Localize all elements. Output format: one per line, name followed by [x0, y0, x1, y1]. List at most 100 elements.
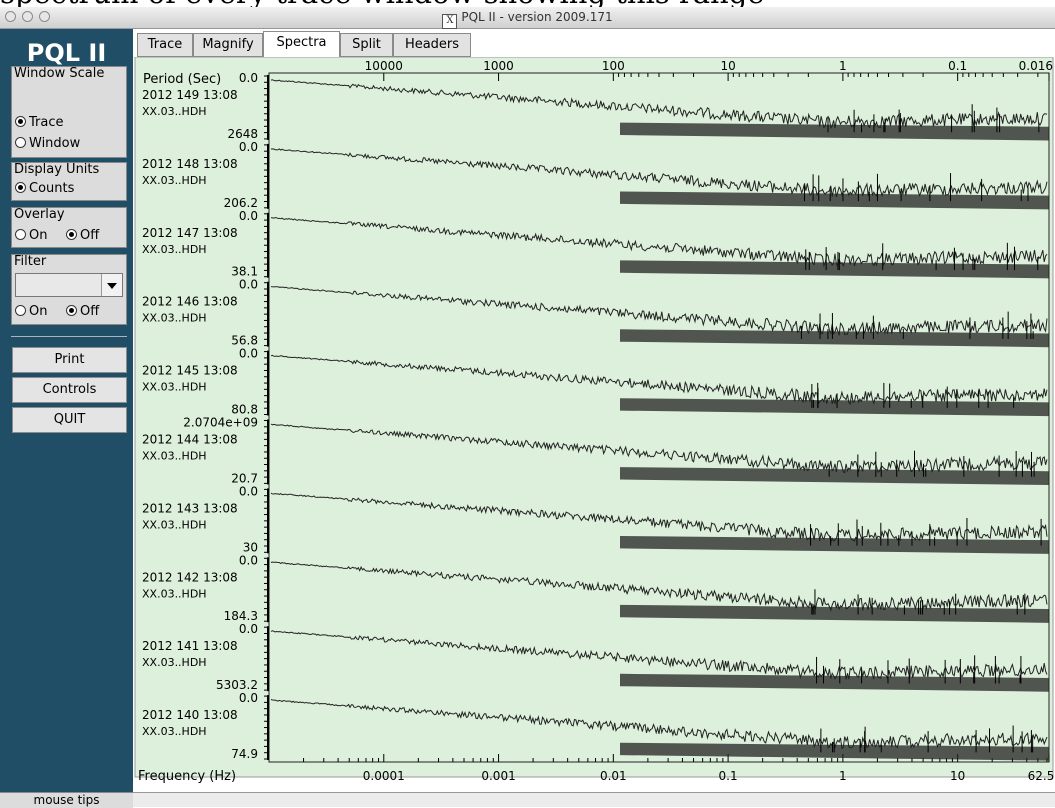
trace-top-value: 0.0	[239, 278, 258, 292]
frequency-tick-label: 10	[950, 769, 965, 783]
radio-label: Counts	[29, 181, 75, 196]
zoom-window-icon[interactable]	[39, 11, 50, 22]
trace-date: 2012 149 13:08	[142, 88, 238, 102]
trace-bottom-value: 38.1	[231, 265, 258, 279]
period-tick-label: 1	[839, 59, 847, 73]
period-tick-label: 1000	[483, 59, 514, 73]
frequency-tick-label: 0.0001	[363, 769, 405, 783]
mouse-tips-button[interactable]: mouse tips	[0, 792, 133, 808]
trace-channel: XX.03..HDH	[142, 312, 207, 325]
trace-date: 2012 142 13:08	[142, 570, 238, 584]
trace-bottom-value: 80.8	[231, 403, 258, 417]
radio-selected-icon	[15, 182, 26, 193]
plot-background	[134, 56, 1054, 778]
window-scale-window-radio[interactable]: Window	[15, 135, 80, 153]
overlay-on-radio[interactable]: On	[15, 227, 47, 245]
trace-top-value: 0.0	[239, 622, 258, 636]
trace-channel: XX.03..HDH	[142, 105, 207, 118]
trace-date: 2012 148 13:08	[142, 157, 238, 171]
x11-icon: X	[442, 14, 458, 29]
radio-label: On	[29, 304, 48, 319]
radio-selected-icon	[15, 116, 26, 127]
app-logo: PQL II	[26, 39, 107, 67]
trace-bottom-value: 206.2	[224, 196, 258, 210]
radio-selected-icon	[66, 305, 77, 316]
close-window-icon[interactable]	[5, 11, 16, 22]
filter-select[interactable]	[15, 273, 123, 297]
spectrum-noise-band	[620, 191, 1049, 210]
spectrum-noise-band	[620, 673, 1049, 692]
tab-magnify[interactable]: Magnify	[193, 33, 263, 57]
window-title-container: X PQL II - version 2009.171	[0, 10, 1055, 29]
radio-label: On	[29, 228, 48, 243]
trace-bottom-value: 20.7	[231, 471, 258, 485]
caption-text: spectrum of every trace window showing t…	[0, 0, 764, 8]
sidebar-divider	[11, 336, 127, 337]
trace-date: 2012 146 13:08	[142, 295, 238, 309]
spectrum-trace	[270, 699, 1048, 750]
trace-top-value: 0.0	[239, 553, 258, 567]
trace-bottom-value: 56.8	[231, 334, 258, 348]
radio-selected-icon	[66, 229, 77, 240]
period-tick-label: 10	[720, 59, 735, 73]
overlay-panel: Overlay On Off	[11, 207, 127, 248]
radio-label: Off	[80, 228, 100, 243]
frequency-tick-label: 0.01	[600, 769, 627, 783]
trace-top-value: 0.0	[239, 140, 258, 154]
trace-date: 2012 144 13:08	[142, 433, 238, 447]
tab-headers[interactable]: Headers	[393, 33, 471, 57]
trace-top-value: 0.0	[239, 484, 258, 498]
radio-label: Off	[80, 304, 100, 319]
spectra-plot[interactable]: Period (Sec) 10000 1000 100 10 1 0.1 0.016 Frequ…	[133, 56, 1055, 792]
radio-unselected-icon	[15, 229, 26, 240]
trace-bottom-value: 2648	[227, 127, 258, 141]
spectrum-trace	[270, 423, 1048, 474]
tab-split[interactable]: Split	[340, 33, 393, 57]
spectrum-trace	[270, 79, 1048, 130]
overlay-off-radio[interactable]: Off	[66, 227, 99, 245]
window-scale-trace-radio[interactable]: Trace	[15, 114, 64, 132]
spectrum-noise-band	[620, 260, 1049, 279]
trace-top-value: 2.0704e+09	[183, 416, 258, 430]
spectrum-trace	[270, 148, 1048, 198]
spectrum-noise-band	[620, 604, 1049, 623]
radio-label: Trace	[29, 115, 64, 130]
filter-on-radio[interactable]: On	[15, 303, 47, 321]
dropdown-arrow-icon	[101, 274, 122, 296]
frequency-tick-label: 0.001	[481, 769, 515, 783]
trace-date: 2012 141 13:08	[142, 639, 238, 653]
trace-channel: XX.03..HDH	[142, 725, 207, 738]
print-button[interactable]: Print	[12, 347, 127, 373]
radio-unselected-icon	[15, 137, 26, 148]
minimize-window-icon[interactable]	[22, 11, 33, 22]
display-units-counts-radio[interactable]: Counts	[15, 180, 74, 198]
trace-bottom-value: 30	[243, 540, 258, 554]
quit-button[interactable]: QUIT	[12, 407, 127, 433]
window-scale-panel: Window Scale Trace Window	[11, 66, 127, 158]
status-bar	[133, 792, 1055, 807]
frequency-tick-label: 62.5	[1028, 769, 1055, 783]
spectrum-noise-band	[620, 122, 1049, 141]
spectrum-noise-band	[620, 329, 1049, 348]
filter-off-radio[interactable]: Off	[66, 303, 99, 321]
frequency-tick-label: 0.1	[719, 769, 738, 783]
trace-date: 2012 140 13:08	[142, 708, 238, 722]
trace-date: 2012 147 13:08	[142, 226, 238, 240]
period-tick-label: 0.1	[948, 59, 967, 73]
spectrum-trace	[270, 286, 1048, 336]
controls-button[interactable]: Controls	[12, 377, 127, 403]
trace-date: 2012 145 13:08	[142, 364, 238, 378]
trace-channel: XX.03..HDH	[142, 174, 207, 187]
period-tick-label: 10000	[365, 59, 403, 73]
sidebar: PQL II Window Scale Trace Window Display…	[0, 29, 133, 792]
radio-label: Window	[29, 136, 81, 151]
spectrum-trace	[270, 630, 1048, 681]
tab-trace[interactable]: Trace	[137, 33, 193, 57]
tab-spectra[interactable]: Spectra	[263, 31, 340, 58]
spectrum-trace	[270, 492, 1048, 544]
period-tick-label: 0.016	[1019, 59, 1053, 73]
window-scale-title: Window Scale	[14, 66, 105, 81]
trace-date: 2012 143 13:08	[142, 501, 238, 515]
spectra-view: Period (Sec) 10000 1000 100 10 1 0.1 0.016 Frequ…	[133, 56, 1055, 792]
